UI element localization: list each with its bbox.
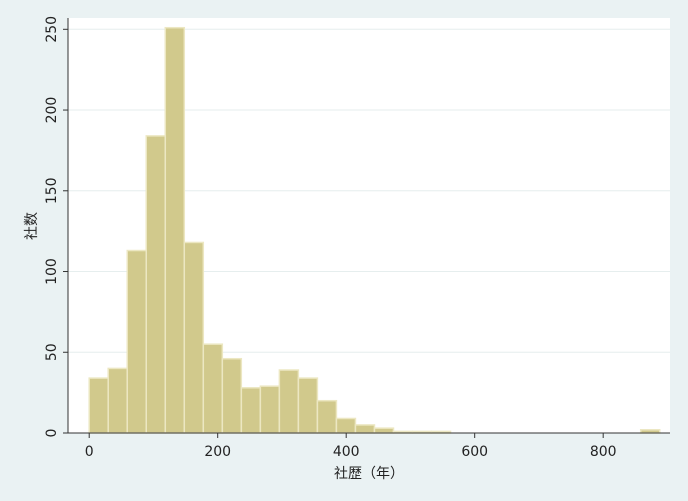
bar xyxy=(278,369,300,434)
bar xyxy=(145,135,167,434)
y-axis-title: 社数 xyxy=(24,212,40,240)
y-tick-label: 150 xyxy=(44,177,60,204)
bar xyxy=(316,399,338,434)
bar xyxy=(164,26,186,434)
bar xyxy=(126,249,148,434)
x-tick-label: 600 xyxy=(461,444,488,460)
bar xyxy=(88,377,109,434)
bar xyxy=(354,424,376,434)
y-tick-label: 250 xyxy=(44,16,60,43)
x-tick-label: 400 xyxy=(333,444,360,460)
bar xyxy=(221,357,243,434)
bar xyxy=(259,385,281,434)
x-axis-title: 社歴（年） xyxy=(334,466,404,482)
bar xyxy=(183,241,205,434)
bar xyxy=(335,417,357,434)
bar xyxy=(373,427,395,434)
x-tick-label: 200 xyxy=(204,444,231,460)
bar xyxy=(297,377,319,434)
y-tick-label: 0 xyxy=(44,429,60,438)
bar xyxy=(240,387,262,434)
y-tick-label: 200 xyxy=(44,97,60,124)
x-tick-label: 800 xyxy=(590,444,617,460)
y-tick-label: 100 xyxy=(44,258,60,285)
bar xyxy=(202,343,224,434)
y-tick-label: 50 xyxy=(44,343,60,361)
bar xyxy=(107,367,128,434)
x-tick-label: 0 xyxy=(85,444,94,460)
